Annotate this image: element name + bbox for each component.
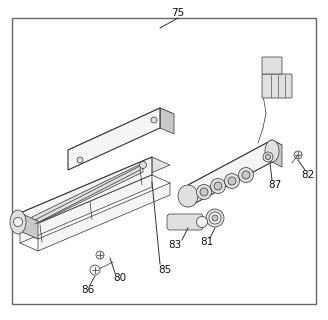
Circle shape — [265, 155, 271, 159]
Text: 81: 81 — [200, 237, 214, 247]
Text: 87: 87 — [268, 180, 282, 190]
Circle shape — [206, 209, 224, 227]
Bar — [12, 18, 316, 304]
FancyBboxPatch shape — [167, 214, 203, 230]
Polygon shape — [272, 140, 282, 167]
Text: 82: 82 — [301, 170, 315, 180]
Circle shape — [196, 185, 212, 199]
Ellipse shape — [178, 185, 198, 207]
Text: 83: 83 — [168, 240, 182, 250]
Polygon shape — [38, 183, 170, 251]
Polygon shape — [68, 108, 160, 170]
Ellipse shape — [10, 210, 26, 234]
Circle shape — [212, 215, 218, 221]
Polygon shape — [32, 163, 143, 226]
FancyBboxPatch shape — [262, 74, 292, 98]
Circle shape — [242, 171, 250, 179]
Circle shape — [211, 179, 226, 194]
Circle shape — [224, 173, 239, 188]
Polygon shape — [68, 108, 174, 156]
Circle shape — [238, 167, 254, 182]
Polygon shape — [160, 108, 174, 134]
Circle shape — [209, 212, 221, 224]
Polygon shape — [188, 140, 272, 207]
Circle shape — [214, 182, 222, 190]
Polygon shape — [20, 157, 170, 221]
Polygon shape — [20, 213, 38, 239]
Ellipse shape — [265, 140, 279, 162]
Circle shape — [263, 152, 273, 162]
Polygon shape — [20, 157, 152, 231]
Text: 85: 85 — [158, 265, 172, 275]
Circle shape — [228, 177, 236, 185]
Circle shape — [13, 218, 23, 227]
Text: 80: 80 — [113, 273, 127, 283]
Polygon shape — [188, 140, 282, 190]
Circle shape — [77, 157, 83, 163]
Circle shape — [294, 151, 302, 159]
Text: 75: 75 — [171, 8, 185, 18]
Circle shape — [90, 265, 100, 275]
Polygon shape — [20, 175, 152, 243]
FancyBboxPatch shape — [262, 57, 282, 74]
Circle shape — [196, 217, 208, 228]
Circle shape — [96, 251, 104, 259]
Circle shape — [200, 188, 208, 196]
Text: 86: 86 — [81, 285, 94, 295]
Circle shape — [151, 117, 157, 123]
Circle shape — [139, 162, 147, 169]
